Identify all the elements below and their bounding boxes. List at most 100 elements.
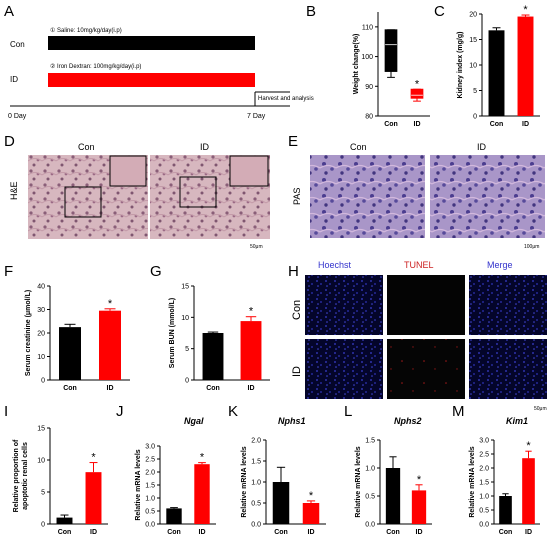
harvest-label: Harvest and analysis: [258, 96, 314, 102]
x-tick-label-i: Con: [58, 529, 72, 536]
x-tick-label-b: Con: [384, 121, 398, 128]
chart-i: I 0 5 10 15 Relative proportion of apoptotic r…: [4, 403, 108, 536]
bar-k: [302, 503, 320, 524]
d-con-label: Con: [78, 142, 95, 152]
bar-j: [166, 508, 182, 524]
id-treatment-label: ② Iron Dextran: 100mg/kg/day(i.p): [50, 63, 141, 70]
y-tick-label-c: 15: [469, 37, 477, 44]
x-tick-label-f: ID: [107, 385, 114, 392]
h-col-hoechst: Hoechst: [318, 260, 352, 270]
day0-label: 0 Day: [8, 113, 27, 120]
tunel-con: [387, 275, 465, 335]
panel-letter-e: E: [288, 133, 298, 150]
bar-g: [240, 321, 262, 380]
y-tick-label-c: 0: [473, 114, 477, 121]
con-treatment-bar: [48, 36, 255, 50]
y-label-i: Relative proportion of: [13, 439, 20, 512]
bar-k: [272, 482, 290, 524]
x-tick-label-j: Con: [167, 529, 181, 536]
y-tick-label-k: 1.5: [251, 459, 261, 466]
significance-mark-c: *: [523, 4, 528, 16]
panel-letter-h: H: [288, 263, 299, 280]
bar-l: [411, 490, 427, 524]
y-tick-label-m: 3.0: [479, 438, 489, 445]
y-tick-label-m: 0.0: [479, 522, 489, 529]
y-tick-label-l: 0.0: [365, 522, 375, 529]
panel-h: H Hoechst TUNEL Merge Con ID 50μm: [288, 260, 547, 412]
y-label-c: Kidney index (mg/g): [457, 32, 464, 99]
y-tick-label-f: 40: [37, 284, 45, 291]
y-tick-label-j: 3.0: [145, 444, 155, 451]
h-scale-label: 50μm: [534, 406, 547, 412]
y-tick-label-g: 15: [181, 284, 189, 291]
id-treatment-bar: [48, 73, 255, 87]
x-tick-label-b: ID: [414, 121, 421, 128]
y-tick-label-l: 0.5: [365, 494, 375, 501]
bar-j: [194, 464, 210, 524]
y-tick-label-m: 1.0: [479, 494, 489, 501]
d-id-label: ID: [200, 142, 210, 152]
tunel-id: [387, 339, 465, 399]
x-tick-label-g: ID: [248, 385, 255, 392]
bar-i: [56, 517, 73, 524]
bar-m: [522, 458, 535, 524]
y-tick-label-k: 0.5: [251, 501, 261, 508]
id-row-label: ID: [10, 75, 18, 84]
chart-title-j: Ngal: [184, 416, 204, 426]
x-tick-label-c: ID: [522, 121, 529, 128]
he-stain-label: H&E: [9, 181, 19, 200]
y-tick-label-m: 0.5: [479, 508, 489, 515]
y-label-j: Relative mRNA levels: [135, 449, 142, 520]
x-tick-label-m: ID: [525, 529, 532, 536]
hoechst-con: [305, 275, 383, 335]
panel-letter-i: I: [4, 403, 8, 420]
y-tick-label-j: 0.5: [145, 509, 155, 516]
y-tick-label-i: 5: [41, 490, 45, 497]
pas-image-id: [430, 155, 545, 238]
bar-i: [85, 472, 102, 524]
e-con-label: Con: [350, 142, 367, 152]
y-tick-label-m: 1.5: [479, 480, 489, 487]
panel-letter-j: J: [116, 403, 124, 420]
pas-stain-label: PAS: [292, 188, 302, 205]
y-tick-label-m: 2.5: [479, 452, 489, 459]
y-label-g: Serum BUN (mmol/L): [169, 298, 176, 368]
con-treatment-label: ① Saline: 10mg/kg/day(i.p): [50, 27, 122, 34]
y-tick-label-b: 90: [365, 84, 373, 91]
panel-letter-l: L: [344, 403, 352, 420]
bar-f: [59, 327, 81, 380]
x-tick-label-l: ID: [416, 529, 423, 536]
y-label-m: Relative mRNA levels: [469, 446, 476, 517]
y-tick-label-k: 2.0: [251, 438, 261, 445]
h-col-tunel: TUNEL: [404, 260, 434, 270]
x-tick-label-m: Con: [499, 529, 513, 536]
y-tick-label-g: 5: [185, 346, 189, 353]
y-tick-label-k: 0.0: [251, 522, 261, 529]
y-tick-label-i: 10: [37, 458, 45, 465]
y-tick-label-f: 30: [37, 307, 45, 314]
y-tick-label-i: 0: [41, 522, 45, 529]
panel-letter-g: G: [150, 263, 162, 280]
y-tick-label-l: 1.0: [365, 466, 375, 473]
significance-mark-k: *: [309, 490, 314, 502]
h-row-id: ID: [291, 366, 303, 377]
x-tick-label-k: Con: [274, 529, 288, 536]
panel-letter-d: D: [4, 133, 15, 150]
bar-m: [499, 496, 512, 524]
y-tick-label-c: 20: [469, 12, 477, 19]
significance-mark-m: *: [526, 440, 531, 452]
panel-e: E Con ID PAS 100μm: [288, 133, 545, 250]
chart-g: G 0 5 10 15 Serum BUN (mmol/L) Con ID *: [150, 263, 270, 392]
chart-title-k: Nphs1: [278, 416, 306, 426]
e-scale-label: 100μm: [524, 244, 539, 250]
chart-title-l: Nphs2: [394, 416, 422, 426]
y-tick-label-j: 1.0: [145, 496, 155, 503]
y-tick-label-j: 2.5: [145, 457, 155, 464]
y-tick-label-l: 1.5: [365, 438, 375, 445]
panel-d: D Con ID H&E 50μm: [4, 133, 270, 250]
